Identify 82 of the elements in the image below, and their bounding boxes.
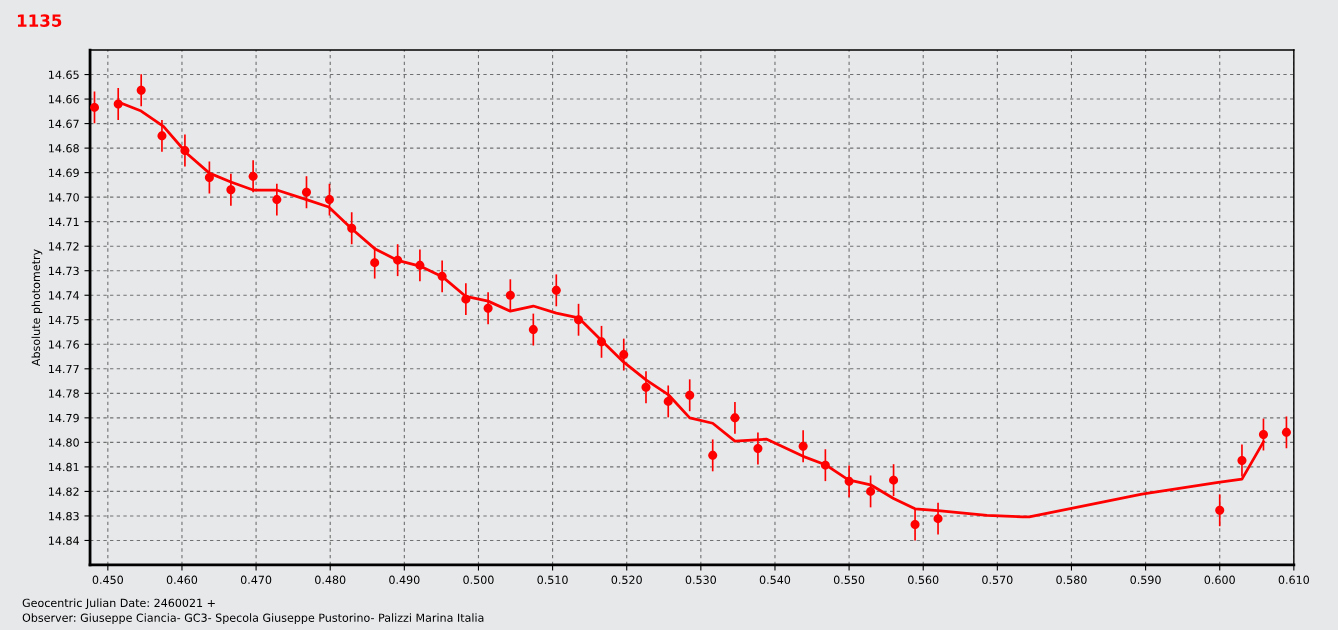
point [910,520,920,530]
x-tick-label: 0.610 [1278,575,1310,584]
point [641,382,651,392]
point [113,99,123,109]
y-tick-label: 14.80 [49,438,79,447]
point [597,337,607,347]
x-tick-label: 0.520 [611,575,642,584]
point [437,271,447,281]
x-tick-label: 0.490 [389,575,420,584]
x-tick-label: 0.480 [315,575,346,584]
y-tick-label: 14.65 [49,70,79,79]
point [798,441,808,451]
x-tick-label: 0.450 [92,575,123,584]
y-axis-title: Absolute photometry [31,249,43,367]
x-tick-label: 0.590 [1130,575,1161,584]
point [730,413,740,423]
x-tick-label: 0.540 [759,575,791,584]
point [1258,430,1268,440]
point [415,260,425,270]
point [483,303,493,313]
point [347,223,357,233]
point [528,325,538,335]
y-tick-label: 14.81 [49,462,79,472]
point [820,460,830,470]
point [844,476,854,486]
point [866,486,876,496]
point [461,294,471,304]
y-tick-label: 14.77 [49,364,79,374]
point [136,85,146,95]
x-tick-label: 0.500 [463,575,494,584]
y-tick-label: 14.68 [49,144,79,153]
point [226,185,236,195]
y-tick-label: 14.71 [49,217,79,226]
x-tick-label: 0.580 [1056,575,1087,584]
point [708,450,718,460]
point [1215,505,1225,515]
point [90,102,99,112]
x-tick-label: 0.530 [685,575,717,584]
x-tick-label: 0.460 [166,575,198,584]
x-tick-label: 0.510 [537,575,568,584]
x-tick-label: 0.600 [1204,575,1235,584]
point [753,444,763,453]
y-tick-label: 14.70 [49,193,79,202]
point [180,146,190,156]
point [574,315,584,325]
point [685,390,695,400]
point [1281,427,1291,437]
x-tick-label: 0.470 [240,575,272,584]
y-tick-label: 14.79 [49,413,79,423]
y-tick-label: 14.72 [49,242,79,251]
point [505,290,515,300]
point [324,195,334,205]
point [204,173,214,183]
x-tick-label: 0.560 [908,575,939,584]
y-tick-label: 14.84 [49,536,80,545]
y-tick-label: 14.67 [49,119,79,128]
point [551,285,561,295]
point [301,187,311,197]
y-tick-label: 14.74 [49,291,80,300]
point [1237,456,1247,466]
text: Observer: Giuseppe Ciancia- GC3- Specola Giuseppe Pustorino- Palizzi Marina Italia [22,613,484,625]
point [663,396,673,406]
x-tick-label: 0.550 [833,575,865,584]
y-tick-label: 14.76 [49,340,79,349]
point [248,171,258,181]
point [933,514,943,524]
point [272,195,282,205]
point [157,131,167,141]
point [619,350,629,360]
chart-title: 1135 [17,14,62,27]
point [393,255,403,265]
x-tick-label: 0.570 [982,575,1013,584]
point [889,475,899,485]
y-tick-label: 14.73 [49,266,79,276]
y-tick-label: 14.69 [49,168,79,178]
x-axis-title: Geocentric Julian Date: 2460021 + [22,598,215,610]
y-tick-label: 14.66 [49,95,79,104]
y-tick-label: 14.82 [49,487,79,496]
y-tick-label: 14.83 [49,511,79,521]
point [370,258,380,268]
y-tick-label: 14.78 [49,389,79,398]
y-tick-label: 14.75 [49,315,79,325]
